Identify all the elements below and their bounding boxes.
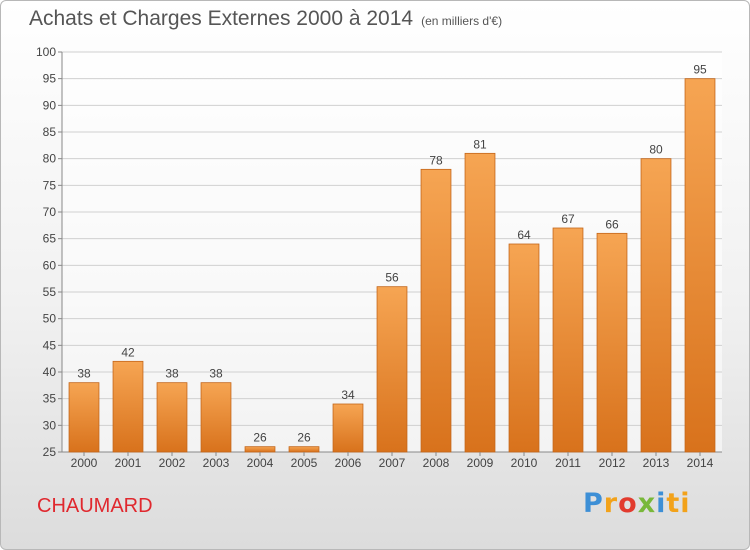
bar bbox=[244, 446, 276, 453]
chart-subtitle: (en milliers d'€) bbox=[421, 14, 503, 28]
bar-value-label: 38 bbox=[77, 367, 91, 381]
bar bbox=[200, 382, 232, 453]
bar bbox=[640, 158, 672, 453]
bar bbox=[288, 446, 320, 453]
y-tick-label: 25 bbox=[43, 445, 57, 459]
y-tick-label: 80 bbox=[43, 152, 57, 166]
x-tick-label: 2001 bbox=[115, 456, 142, 470]
logo-letter: P bbox=[583, 488, 604, 519]
x-tick-label: 2009 bbox=[467, 456, 494, 470]
y-tick-label: 70 bbox=[43, 205, 57, 219]
x-tick-label: 2003 bbox=[203, 456, 230, 470]
bar-value-label: 81 bbox=[473, 137, 487, 151]
bar bbox=[156, 382, 188, 453]
bar-value-label: 38 bbox=[165, 367, 179, 381]
bar-value-label: 38 bbox=[209, 367, 223, 381]
y-tick-label: 75 bbox=[43, 178, 57, 192]
x-tick-label: 2006 bbox=[335, 456, 362, 470]
x-tick-label: 2013 bbox=[643, 456, 670, 470]
y-tick-label: 100 bbox=[36, 45, 56, 59]
y-tick-label: 50 bbox=[43, 312, 57, 326]
y-tick-label: 55 bbox=[43, 285, 57, 299]
bar-value-label: 67 bbox=[561, 212, 575, 226]
x-tick-label: 2004 bbox=[247, 456, 274, 470]
proxiti-logo: Proxiti bbox=[583, 488, 691, 519]
x-tick-label: 2000 bbox=[71, 456, 98, 470]
bar-value-label: 95 bbox=[693, 63, 707, 77]
x-tick-label: 2007 bbox=[379, 456, 406, 470]
bar bbox=[552, 227, 584, 453]
y-tick-label: 45 bbox=[43, 338, 57, 352]
x-tick-label: 2011 bbox=[555, 456, 581, 470]
x-tick-label: 2012 bbox=[599, 456, 626, 470]
logo-letter: r bbox=[603, 488, 619, 519]
bar bbox=[508, 243, 540, 453]
y-tick-label: 30 bbox=[43, 418, 57, 432]
y-tick-label: 40 bbox=[43, 365, 57, 379]
y-tick-label: 60 bbox=[43, 258, 57, 272]
bar bbox=[112, 360, 144, 453]
x-tick-label: 2010 bbox=[511, 456, 538, 470]
bar bbox=[420, 168, 452, 453]
logo-letter: o bbox=[618, 488, 638, 519]
bar bbox=[332, 403, 364, 453]
bar bbox=[376, 286, 408, 453]
bar-value-label: 78 bbox=[429, 153, 443, 167]
bar bbox=[684, 78, 716, 453]
bar-value-label: 26 bbox=[297, 431, 311, 445]
x-tick-label: 2008 bbox=[423, 456, 450, 470]
chart-title-text: Achats et Charges Externes 2000 à 2014 bbox=[29, 7, 414, 30]
bar-value-label: 42 bbox=[121, 345, 135, 359]
commune-name: CHAUMARD bbox=[37, 495, 153, 517]
y-tick-label: 90 bbox=[43, 98, 57, 112]
bar-value-label: 34 bbox=[341, 388, 355, 402]
bar-value-label: 26 bbox=[253, 431, 267, 445]
bar-value-label: 66 bbox=[605, 217, 619, 231]
bar-value-label: 64 bbox=[517, 228, 531, 242]
x-tick-label: 2002 bbox=[159, 456, 186, 470]
y-tick-label: 35 bbox=[43, 392, 57, 406]
y-tick-label: 85 bbox=[43, 125, 57, 139]
logo-letter: ti bbox=[666, 488, 691, 519]
chart-title: Achats et Charges Externes 2000 à 2014 (e… bbox=[29, 7, 502, 31]
bar-value-label: 56 bbox=[385, 271, 399, 285]
y-tick-label: 65 bbox=[43, 232, 57, 246]
bar bbox=[464, 152, 496, 453]
x-tick-label: 2005 bbox=[291, 456, 318, 470]
bar bbox=[68, 382, 100, 453]
y-tick-label: 95 bbox=[43, 72, 57, 86]
logo-letter: i bbox=[656, 488, 667, 519]
x-tick-label: 2014 bbox=[687, 456, 714, 470]
bar-value-label: 80 bbox=[649, 143, 663, 157]
logo-letter: x bbox=[637, 488, 657, 519]
bar bbox=[596, 232, 628, 453]
